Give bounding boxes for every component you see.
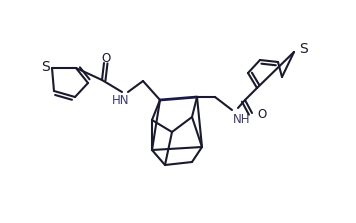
- Text: HN: HN: [112, 94, 130, 107]
- Text: O: O: [101, 52, 111, 64]
- Text: S: S: [299, 42, 308, 56]
- Text: S: S: [41, 60, 49, 74]
- Text: O: O: [257, 107, 266, 120]
- Text: NH: NH: [233, 113, 251, 126]
